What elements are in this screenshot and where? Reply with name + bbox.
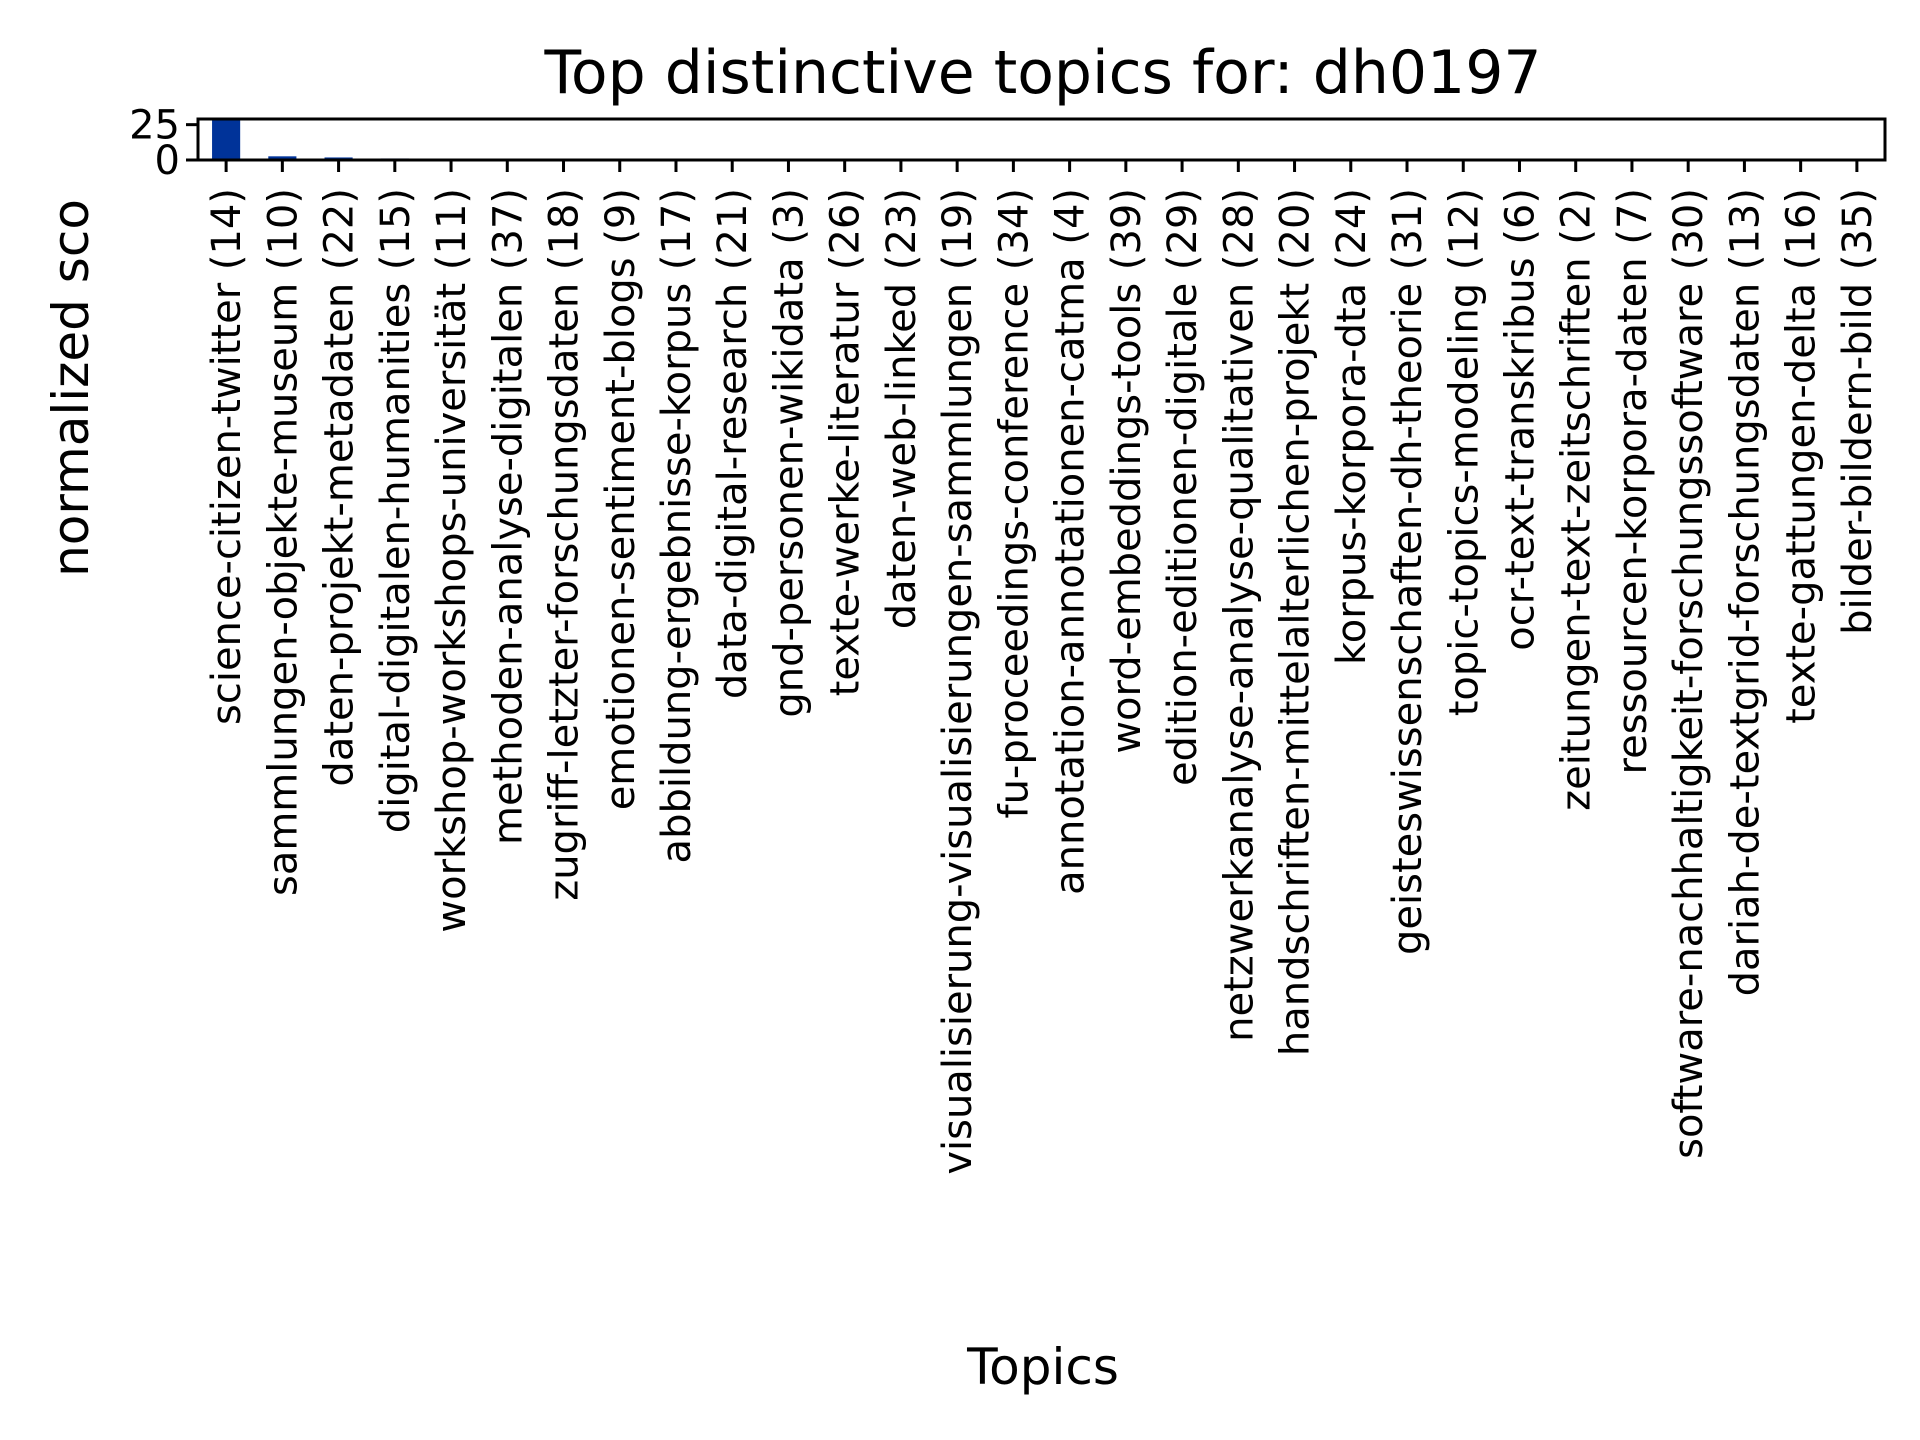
x-tick-label: software-nachhaltigkeit-forschungssoftwa… <box>1666 188 1712 1159</box>
x-tick-label: digital-digitalen-humanities (15) <box>373 188 419 833</box>
y-axis: 025 <box>129 103 198 184</box>
x-tick-label: workshop-workshops-universität (11) <box>429 188 475 933</box>
x-tick-label: fu-proceedings-conference (34) <box>991 188 1037 819</box>
x-tick-label: emotionen-sentiment-blogs (9) <box>598 188 644 810</box>
x-tick-label: daten-web-linked (23) <box>879 188 925 629</box>
x-tick-label: dariah-de-textgrid-forschungsdaten (13) <box>1722 188 1768 996</box>
y-tick-label: 25 <box>129 103 180 149</box>
x-tick-label: abbildung-ergebnisse-korpus (17) <box>654 188 700 863</box>
x-tick-label: handschriften-mittelalterlichen-projekt … <box>1273 188 1319 1056</box>
x-axis: science-citizen-twitter (14) sammlungen-o… <box>204 160 1881 1175</box>
x-tick-label: daten-projekt-metadaten (22) <box>317 188 363 787</box>
x-tick-label: bilder-bildern-bild (35) <box>1835 188 1881 635</box>
x-tick-label: annotation-annotationen-catma (4) <box>1048 188 1094 895</box>
x-tick-label: gnd-personen-wikidata (3) <box>766 188 812 718</box>
x-tick-label: zugriff-letzter-forschungsdaten (18) <box>542 188 588 901</box>
y-tick-label: 0 <box>155 138 180 184</box>
x-tick-label: netzwerkanalyse-analyse-qualitativen (28… <box>1216 188 1262 1042</box>
plot-frame <box>196 117 1887 162</box>
x-tick-label: texte-werke-literatur (26) <box>823 188 869 696</box>
x-tick-label: visualisierung-visualisierungen-sammlung… <box>935 188 981 1175</box>
x-tick-label: ocr-text-transkribus (6) <box>1497 188 1543 651</box>
x-tick-label: word-embeddings-tools (39) <box>1104 188 1150 754</box>
x-tick-label: korpus-korpora-dta (24) <box>1329 188 1375 665</box>
x-tick-label: zeitungen-text-zeitschriften (2) <box>1554 188 1600 811</box>
x-tick-label: topic-topics-modeling (12) <box>1441 188 1487 716</box>
y-axis-label: normalized sco <box>42 199 100 577</box>
x-tick-label: edition-editionen-digitale (29) <box>1160 188 1206 786</box>
x-axis-label: Topics <box>966 1338 1119 1396</box>
bar <box>212 119 241 160</box>
chart-title: Top distinctive topics for: dh0197 <box>543 38 1541 108</box>
x-tick-label: sammlungen-objekte-museum (10) <box>260 188 306 896</box>
x-tick-label: methoden-analyse-digitalen (37) <box>485 188 531 845</box>
x-tick-label: texte-gattungen-delta (16) <box>1779 188 1825 724</box>
x-tick-label: science-citizen-twitter (14) <box>204 188 250 725</box>
x-tick-label: geisteswissenschaften-dh-theorie (31) <box>1385 188 1431 955</box>
x-tick-label: data-digital-research (21) <box>710 188 756 699</box>
x-tick-label: ressourcen-korpora-daten (7) <box>1610 188 1656 774</box>
bars-group <box>212 119 1871 160</box>
bar <box>268 156 297 160</box>
